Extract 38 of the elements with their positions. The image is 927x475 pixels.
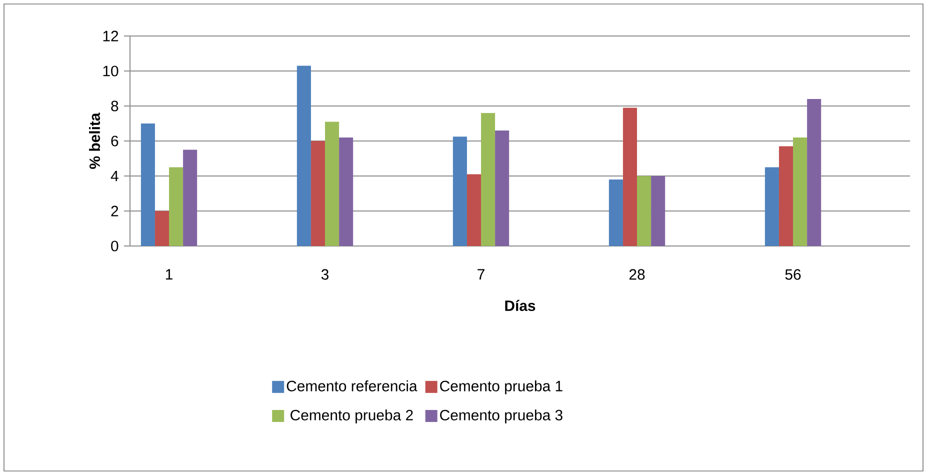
y-axis-title: % belita: [89, 112, 100, 169]
bar: [608, 180, 623, 246]
y-tick-label: 2: [111, 206, 118, 216]
bar: [310, 141, 326, 246]
bar: [778, 146, 794, 246]
bar: [637, 176, 652, 246]
bar: [764, 167, 779, 246]
bar: [325, 122, 340, 246]
bar: [481, 113, 496, 246]
bar: [140, 124, 155, 246]
bar: [183, 150, 198, 246]
y-tick-label: 8: [111, 100, 118, 112]
legend-label: Cemento prueba 3: [440, 409, 562, 424]
bar: [466, 174, 482, 246]
bar: [622, 108, 638, 246]
x-tick-label: 56: [785, 269, 801, 280]
bar: [452, 136, 467, 246]
y-tick-label: 6: [111, 136, 118, 146]
y-tick-label: 12: [103, 30, 118, 42]
y-tick-label: 4: [110, 170, 118, 182]
bar: [339, 138, 354, 246]
bar: [793, 138, 808, 246]
bar: [495, 130, 510, 246]
y-tick-label: 0: [111, 240, 118, 252]
bar: [169, 167, 184, 246]
x-tick-label: 28: [629, 269, 645, 280]
bar: [154, 211, 169, 246]
x-axis-title: Días: [505, 300, 536, 312]
x-tick-label: 3: [321, 269, 329, 280]
legend-label: Cemento prueba 2: [290, 409, 413, 424]
legend-label: Cemento referencia: [286, 380, 418, 392]
bar: [807, 99, 822, 246]
bar: [296, 66, 311, 246]
x-tick-label: 1: [166, 269, 172, 280]
legend-label: Cemento prueba 1: [440, 380, 562, 394]
y-tick-label: 10: [103, 66, 118, 76]
bar: [651, 176, 666, 246]
x-tick-label: 7: [478, 269, 484, 280]
